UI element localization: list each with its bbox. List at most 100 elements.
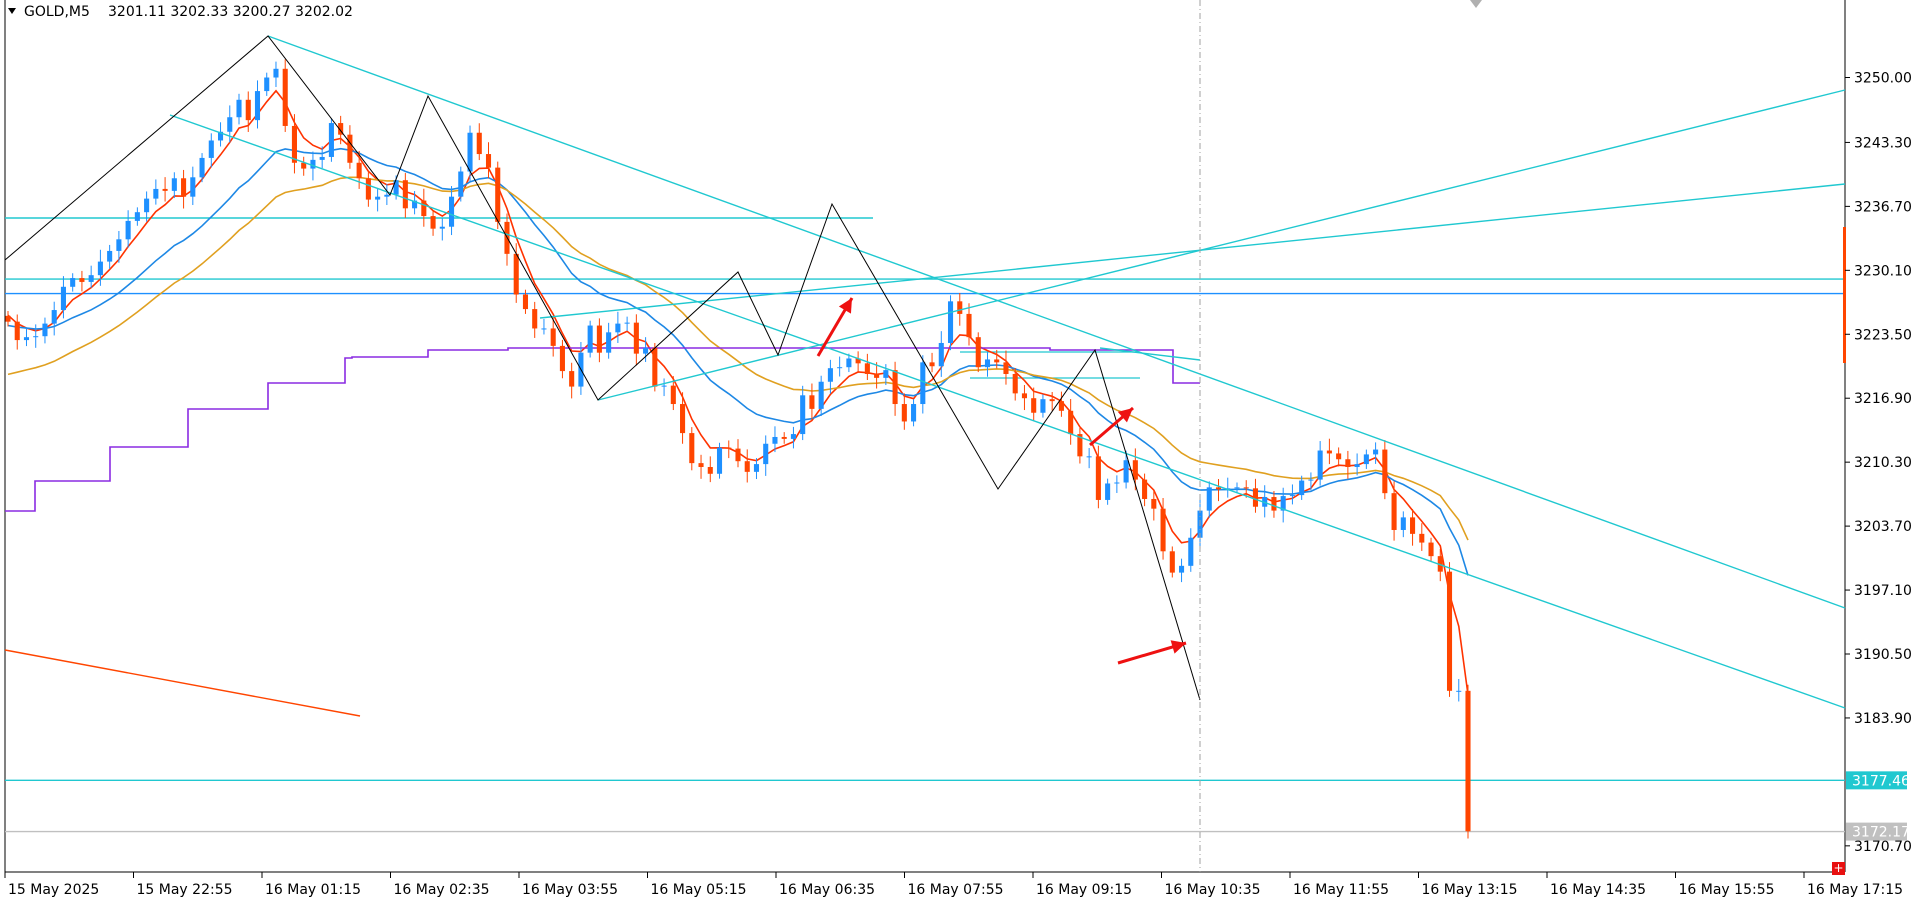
candle-body <box>1123 460 1129 483</box>
candle-body <box>107 250 113 262</box>
candle-body <box>901 404 907 422</box>
candle-body <box>1400 517 1406 530</box>
candle-body <box>818 381 824 409</box>
candle-body <box>947 301 954 343</box>
candle-body <box>827 368 833 382</box>
candle-body <box>1410 517 1416 534</box>
candle-body <box>864 363 870 374</box>
candle-body <box>319 156 325 160</box>
candle-body <box>1437 556 1443 572</box>
candle-body <box>550 328 556 346</box>
candle-body <box>1012 373 1018 394</box>
candle-body <box>809 395 815 409</box>
red-arrow-head <box>838 298 852 314</box>
candle-body <box>929 362 935 367</box>
candle-body <box>753 464 760 472</box>
candle-body <box>144 198 150 213</box>
x-tick-label: 16 May 03:55 <box>522 882 618 898</box>
candle-body <box>1132 460 1138 480</box>
candle-body <box>726 447 732 449</box>
candle-body <box>162 188 168 191</box>
moving-averages <box>5 89 1469 695</box>
candle-body <box>920 362 926 405</box>
candle-body <box>615 323 621 333</box>
price-axis: 3250.00 3243.30 3236.70 3230.10 3223.50 3216.… <box>1845 71 1912 855</box>
chart-shift-icon[interactable] <box>1470 0 1482 8</box>
candle-body <box>1326 450 1332 454</box>
candle-body <box>569 371 575 387</box>
candle-body <box>1160 508 1166 552</box>
candle-body <box>328 123 334 157</box>
candle-body <box>301 162 307 169</box>
price-range-marker <box>1843 227 1846 363</box>
candle-body <box>855 358 861 364</box>
candle-body <box>1215 487 1222 490</box>
candle-body <box>421 200 427 217</box>
candle-body <box>735 448 741 462</box>
candle-body <box>217 131 224 141</box>
candle-body <box>1021 393 1027 399</box>
candle-body <box>994 359 1000 363</box>
candle-body <box>911 404 917 422</box>
candle-body <box>171 178 177 191</box>
candle-body <box>125 220 131 240</box>
x-tick-label: 16 May 15:55 <box>1679 882 1775 898</box>
candle-body <box>264 77 270 92</box>
cyan-trendline <box>597 89 1846 401</box>
pivot-step-line <box>5 347 1200 512</box>
close-icon-glyph: + <box>1833 861 1843 875</box>
candle-body <box>1382 449 1388 494</box>
candle-body <box>587 325 593 353</box>
y-tick-label: 3216.90 <box>1854 391 1912 407</box>
y-tick-label: 3236.70 <box>1854 199 1912 215</box>
chart-symbol[interactable]: GOLD,M5 <box>24 4 90 20</box>
y-tick-label: 3243.30 <box>1854 135 1912 151</box>
trendlines-and-zigzag <box>4 0 1846 872</box>
candle-body <box>412 200 418 209</box>
candle-body <box>837 367 843 369</box>
candle-body <box>1058 401 1064 411</box>
candle-body <box>51 310 57 324</box>
candle-body <box>633 322 639 354</box>
candle-body <box>1169 551 1175 573</box>
x-tick-label: 16 May 14:35 <box>1550 882 1646 898</box>
x-tick-label: 16 May 07:55 <box>908 882 1004 898</box>
candle-body <box>1373 449 1379 455</box>
candle-body <box>476 132 482 155</box>
red-arrow-head <box>1170 640 1186 654</box>
candle-body <box>1179 565 1185 573</box>
x-tick-label: 15 May 22:55 <box>137 882 233 898</box>
candle-body <box>402 180 408 209</box>
candle-body <box>467 132 473 172</box>
candle-body <box>1391 493 1397 530</box>
symbol-dropdown-icon[interactable] <box>8 8 16 14</box>
price-label-box <box>1846 771 1907 790</box>
candle-body <box>14 321 20 341</box>
y-tick-label: 3223.50 <box>1854 327 1912 343</box>
candle-body <box>153 188 159 199</box>
candle-body <box>846 358 852 368</box>
candle-body <box>1031 398 1037 413</box>
candle-body <box>800 395 806 435</box>
x-tick-label: 16 May 02:35 <box>394 882 490 898</box>
candle-body <box>1289 495 1295 497</box>
candle-body <box>1345 459 1351 468</box>
candle-body <box>966 313 972 338</box>
candle-body <box>23 337 30 341</box>
candle-body <box>1188 537 1194 566</box>
ma-slow-line <box>7 176 1469 541</box>
close-icon[interactable] <box>1832 862 1845 875</box>
candle-body <box>485 154 492 168</box>
x-tick-label: 16 May 05:15 <box>651 882 747 898</box>
x-tick-label: 16 May 10:35 <box>1165 882 1261 898</box>
horizontal-levels <box>5 217 1845 833</box>
x-tick-label: 15 May 2025 <box>8 882 99 898</box>
candle-body <box>1243 487 1249 489</box>
candle-body <box>375 196 381 200</box>
candle-body <box>522 294 529 310</box>
candle-body <box>975 337 981 368</box>
price-label-box <box>1846 822 1907 841</box>
candle-body <box>698 463 704 468</box>
